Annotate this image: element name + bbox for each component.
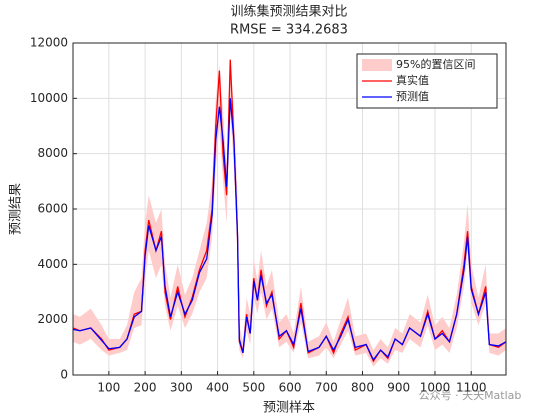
y-tick-label: 4000 xyxy=(37,257,68,271)
legend-label: 95%的置信区间 xyxy=(396,57,475,71)
chart-subtitle: RMSE = 334.2683 xyxy=(230,23,348,38)
x-tick-label: 900 xyxy=(387,381,410,395)
y-tick-label: 12000 xyxy=(30,36,68,50)
y-axis-label: 预测结果 xyxy=(9,183,24,235)
y-tick-label: 6000 xyxy=(37,202,68,216)
x-tick-label: 500 xyxy=(242,381,265,395)
x-axis-label: 预测样本 xyxy=(263,401,315,416)
x-tick-label: 800 xyxy=(351,381,374,395)
y-tick-label: 10000 xyxy=(30,91,68,105)
x-tick-label: 200 xyxy=(134,381,157,395)
legend-label: 真实值 xyxy=(396,73,429,87)
watermark: 公众号 · 天天Matlab xyxy=(419,389,522,402)
x-tick-label: 1100 xyxy=(456,381,487,395)
x-tick-label: 700 xyxy=(315,381,338,395)
x-tick-label: 1000 xyxy=(420,381,451,395)
y-tick-label: 2000 xyxy=(37,312,68,326)
x-tick-label: 300 xyxy=(170,381,193,395)
y-tick-label: 8000 xyxy=(37,146,68,160)
axes-box xyxy=(72,42,507,376)
chart-title: 训练集预测结果对比 xyxy=(230,4,347,20)
x-tick-label: 600 xyxy=(279,381,302,395)
series-line xyxy=(72,98,507,362)
confidence-band xyxy=(73,56,506,367)
x-tick-label: 400 xyxy=(206,381,229,395)
y-tick-label: 0 xyxy=(60,368,68,382)
legend-swatch xyxy=(362,59,392,71)
x-tick-label: 100 xyxy=(97,381,120,395)
legend-label: 预测值 xyxy=(396,90,429,103)
